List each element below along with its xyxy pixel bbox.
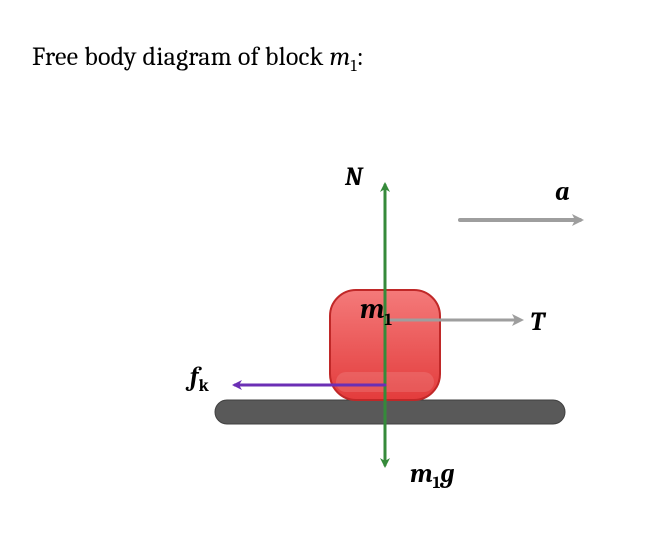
label-weight-m: m bbox=[410, 459, 433, 489]
heading-mass-symbol: m bbox=[329, 42, 350, 72]
label-block-sub: 1 bbox=[384, 311, 392, 330]
surface-bar bbox=[215, 400, 565, 424]
label-weight: m1g bbox=[410, 459, 455, 493]
label-normal: N bbox=[344, 162, 364, 192]
label-block-m: m bbox=[360, 293, 384, 325]
label-tension-T: T bbox=[530, 307, 547, 337]
label-tension: T bbox=[530, 307, 547, 337]
label-normal-N: N bbox=[344, 162, 364, 192]
label-weight-sub: 1 bbox=[433, 474, 441, 493]
label-acceleration: a bbox=[555, 177, 570, 207]
diagram-stage: N a T fk m1g m1 bbox=[160, 160, 610, 500]
label-weight-g: g bbox=[439, 459, 454, 489]
label-friction-sub: k bbox=[199, 377, 210, 396]
label-accel-a: a bbox=[555, 177, 570, 207]
label-friction: fk bbox=[185, 362, 210, 396]
free-body-diagram: N a T fk m1g m1 bbox=[160, 160, 610, 500]
heading-suffix: : bbox=[357, 42, 364, 72]
page-title: Free body diagram of block m1: bbox=[32, 42, 364, 76]
heading-prefix: Free body diagram of block bbox=[32, 42, 329, 72]
